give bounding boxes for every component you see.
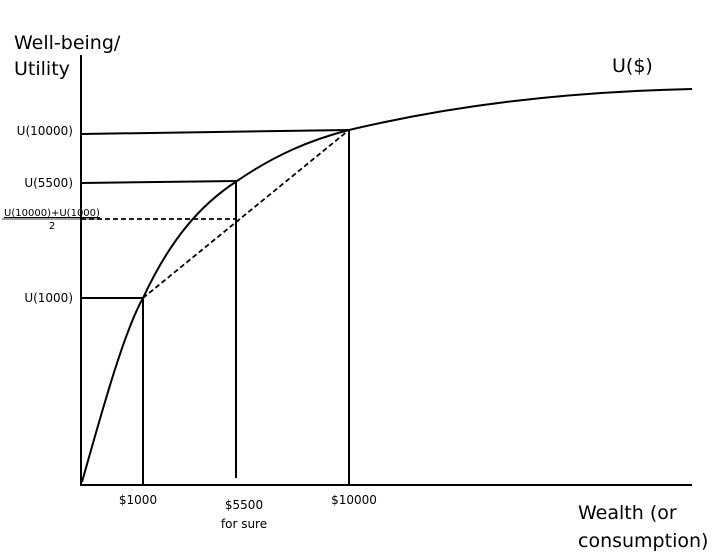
x-label: $10000 <box>331 493 377 507</box>
x-label: $5500 <box>225 498 263 512</box>
y-axis-label: Utility <box>14 58 70 80</box>
y-label-numerator: U(10000)+U(1000) <box>4 208 100 219</box>
y-label: U(5500) <box>24 176 73 190</box>
x-axis-label: Wealth (or <box>578 502 677 524</box>
curve-label: U($) <box>612 55 653 77</box>
utility-curve <box>81 88 693 483</box>
y-label: U(1000) <box>24 291 73 305</box>
guide-u10000 <box>80 129 350 135</box>
x-axis-label: consumption) <box>578 530 708 552</box>
x-label: $1000 <box>119 493 157 507</box>
y-axis-label: Well-being/ <box>14 32 121 54</box>
guide-u5500 <box>80 180 238 184</box>
x-label: for sure <box>221 517 267 531</box>
chord <box>142 129 350 299</box>
y-label: U(10000) <box>17 124 73 138</box>
y-label-denominator: 2 <box>49 221 55 232</box>
